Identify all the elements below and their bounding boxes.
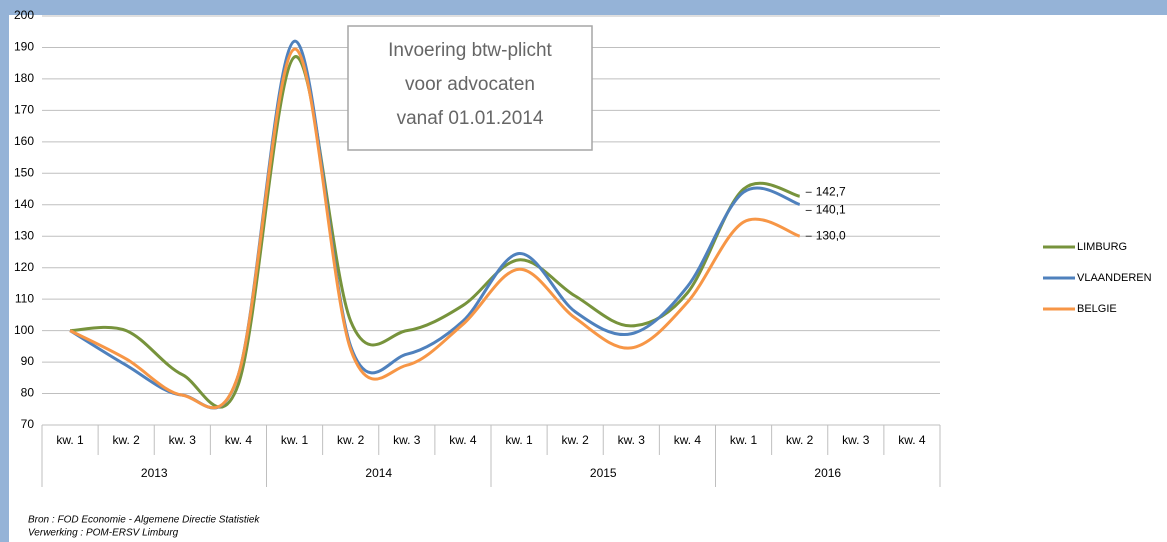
x-tick-label: kw. 1	[56, 433, 84, 447]
y-tick-label: 170	[14, 103, 34, 117]
data-label: 142,7	[816, 184, 846, 198]
series-line	[69, 47, 801, 410]
x-tick-label: kw. 2	[337, 433, 365, 447]
y-tick-label: 70	[21, 417, 35, 431]
x-tick-label: kw. 1	[505, 433, 533, 447]
y-tick-label: 180	[14, 71, 34, 85]
x-tick-label: kw. 3	[169, 433, 197, 447]
y-tick-label: 90	[21, 354, 35, 368]
y-tick-label: 150	[14, 165, 34, 179]
x-group-label: 2016	[814, 466, 841, 480]
legend-label: BELGIE	[1077, 303, 1117, 315]
legend-label: LIMBURG	[1077, 241, 1127, 253]
y-tick-label: 110	[15, 291, 34, 305]
x-group-label: 2014	[365, 466, 392, 480]
y-tick-label: 120	[14, 260, 34, 274]
data-label: 130,0	[816, 228, 846, 242]
annotation-line: vanaf 01.01.2014	[397, 108, 544, 129]
x-tick-label: kw. 4	[225, 433, 253, 447]
x-tick-label: kw. 4	[674, 433, 702, 447]
x-group-label: 2015	[590, 466, 617, 480]
series-line	[69, 55, 801, 409]
x-tick-label: kw. 3	[618, 433, 646, 447]
y-tick-label: 140	[14, 197, 34, 211]
category-axis	[41, 425, 941, 487]
x-tick-label: kw. 4	[898, 433, 926, 447]
top-band	[0, 0, 1167, 15]
annotation-box	[347, 25, 593, 151]
y-tick-label: 130	[14, 228, 34, 242]
x-tick-label: kw. 2	[562, 433, 590, 447]
x-tick-label: kw. 3	[842, 433, 870, 447]
annotation-line: Invoering btw-plicht	[388, 40, 552, 61]
x-group-label: 2013	[141, 466, 168, 480]
data-label: 140,1	[816, 203, 846, 217]
y-tick-label: 200	[14, 8, 34, 22]
x-tick-label: kw. 2	[786, 433, 814, 447]
x-tick-label: kw. 2	[113, 433, 141, 447]
x-tick-label: kw. 4	[449, 433, 477, 447]
lines	[69, 39, 801, 410]
legend-label: VLAANDEREN	[1077, 272, 1152, 284]
y-tick-label: 190	[14, 40, 34, 54]
x-tick-label: kw. 3	[393, 433, 421, 447]
y-tick-label: 160	[14, 134, 34, 148]
y-tick-label: 100	[14, 323, 34, 337]
y-tick-label: 80	[21, 386, 35, 400]
source-line: Verwerking : POM-ERSV Limburg	[28, 528, 179, 539]
annotation-line: voor advocaten	[405, 74, 535, 95]
left-band	[0, 0, 9, 542]
x-tick-label: kw. 1	[730, 433, 758, 447]
source-line: Bron : FOD Economie - Algemene Directie …	[28, 515, 260, 526]
x-tick-label: kw. 1	[281, 433, 309, 447]
